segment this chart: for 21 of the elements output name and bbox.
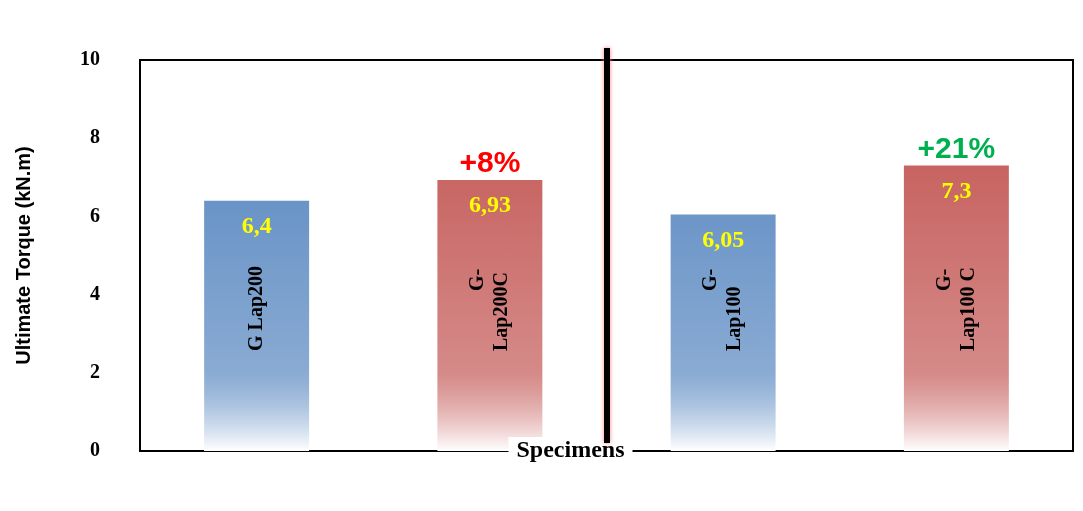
bar (903, 165, 1009, 451)
data-label: 6,05 (702, 225, 745, 252)
y-tick-label: 8 (90, 125, 100, 148)
x-axis-title: Specimens (516, 436, 625, 463)
annotation: +8% (459, 145, 521, 179)
data-label: 7,3 (941, 176, 972, 203)
x-tick-label: G-Lap100 C (931, 267, 979, 351)
annotation: +21% (917, 130, 996, 164)
y-tick-label: 4 (90, 281, 100, 304)
bar (670, 214, 776, 451)
x-tick-label: G Lap200 (243, 265, 267, 351)
x-tick-label: G-Lap200C (465, 268, 513, 351)
y-axis-title: Ultimate Torque (kN.m) (11, 146, 34, 365)
y-tick-label: 6 (90, 203, 100, 226)
y-tick-label: 0 (90, 438, 100, 461)
bar (204, 200, 310, 451)
y-tick-label: 2 (90, 359, 100, 382)
data-label: 6,4 (241, 211, 272, 238)
y-tick-label: 10 (80, 47, 100, 70)
data-label: 6,93 (468, 191, 511, 218)
x-tick-label: G-Lap100 (698, 268, 746, 351)
